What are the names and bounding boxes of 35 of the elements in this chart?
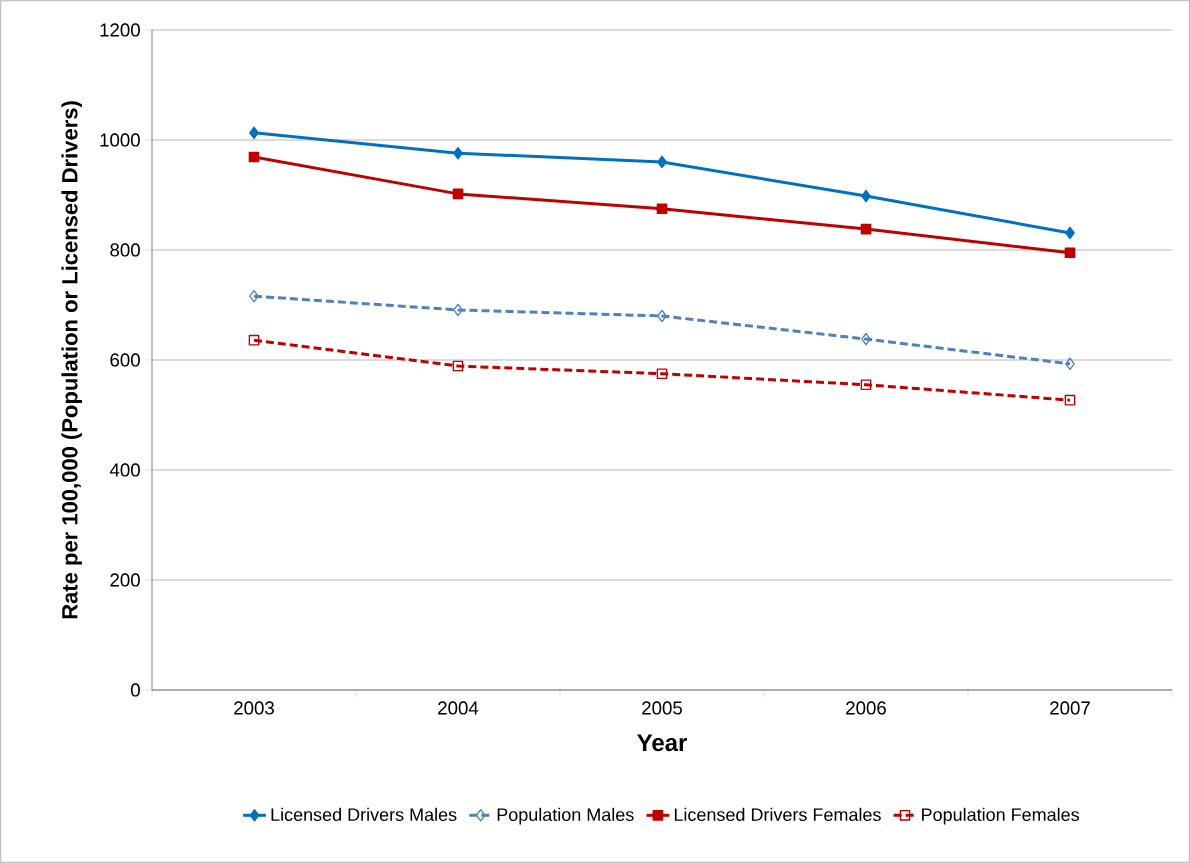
point (452, 360, 464, 372)
point (861, 189, 871, 203)
legend-label: Population Females (922, 807, 1079, 825)
x-axis-title: Year (637, 734, 687, 752)
x-tick-label: 2005 (642, 701, 682, 715)
x-tick-label: 2007 (1050, 701, 1090, 715)
y-tick-label: 1000 (100, 133, 140, 147)
point (861, 332, 871, 346)
point (656, 368, 668, 380)
x-tick-label: 2004 (438, 701, 479, 715)
y-tick-label: 1200 (100, 23, 140, 37)
y-tick-label: 400 (109, 463, 140, 477)
legend-label: Population Males (497, 807, 634, 825)
y-tick-label: 0 (130, 683, 140, 697)
point (1064, 247, 1076, 259)
legend-label: Licensed Drivers Females (674, 807, 881, 821)
y-tick-label: 200 (110, 573, 140, 587)
point (657, 309, 667, 323)
point (248, 334, 260, 346)
point (1065, 226, 1075, 240)
point (453, 303, 463, 317)
x-tick-label: 2006 (846, 701, 886, 715)
point (656, 203, 668, 215)
point (249, 126, 259, 140)
x-tick-label: 2003 (234, 701, 274, 715)
y-tick-label: 800 (110, 243, 140, 257)
legend-label: Licensed Drivers Males (271, 807, 457, 821)
point (860, 379, 872, 391)
point (453, 146, 463, 160)
point (1064, 394, 1076, 406)
y-axis-title: Rate per 100,000 (Population or Licensed Drivers) (61, 101, 82, 619)
y-tick-label: 600 (110, 353, 140, 367)
point (1065, 357, 1075, 371)
point (249, 289, 259, 303)
point (657, 155, 667, 169)
